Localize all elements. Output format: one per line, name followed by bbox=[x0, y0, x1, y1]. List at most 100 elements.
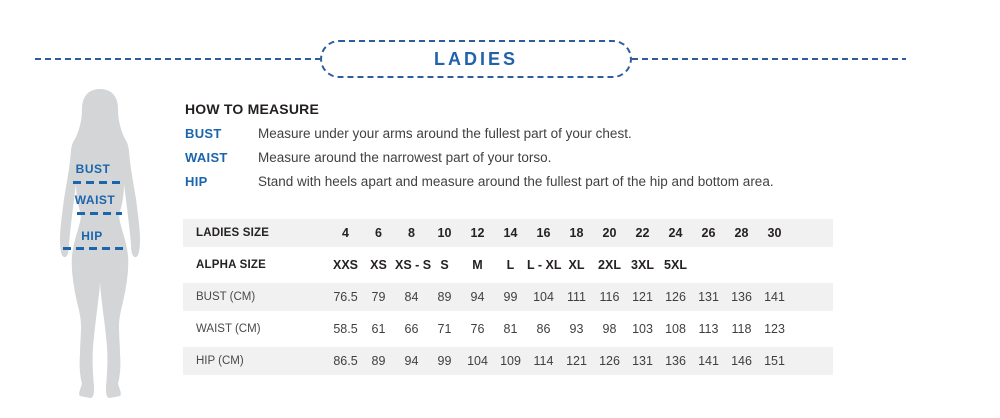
size-cell: 10 bbox=[437, 226, 452, 240]
size-cell: 76.5 bbox=[333, 290, 358, 304]
size-cell: 121 bbox=[632, 290, 653, 304]
measure-bust-text: Measure under your arms around the fulle… bbox=[258, 126, 632, 141]
size-cell: 58.5 bbox=[333, 322, 358, 336]
size-cell: 131 bbox=[632, 354, 653, 368]
size-cell: 141 bbox=[698, 354, 719, 368]
size-cell: 99 bbox=[503, 290, 518, 304]
size-cell: 6 bbox=[375, 226, 382, 240]
size-cell: 86 bbox=[536, 322, 551, 336]
figure-waist-line bbox=[77, 212, 122, 215]
size-cell: 12 bbox=[470, 226, 485, 240]
size-cell: 151 bbox=[764, 354, 785, 368]
size-cell: 116 bbox=[599, 290, 620, 304]
measure-waist-label: WAIST bbox=[185, 150, 228, 165]
size-cell: 26 bbox=[701, 226, 716, 240]
size-cell: 136 bbox=[731, 290, 752, 304]
size-cell: 4 bbox=[342, 226, 349, 240]
size-cell: 28 bbox=[734, 226, 749, 240]
header-dash-right bbox=[632, 58, 906, 60]
size-cell: XS bbox=[370, 258, 387, 272]
row-label-bust-cm: BUST (CM) bbox=[196, 291, 256, 303]
size-cell: M bbox=[472, 258, 483, 272]
measure-row-waist: WAIST Measure around the narrowest part … bbox=[185, 150, 885, 165]
size-cell: 146 bbox=[731, 354, 752, 368]
size-cell: 118 bbox=[731, 322, 752, 336]
size-cell: 14 bbox=[503, 226, 518, 240]
size-cell: 18 bbox=[569, 226, 584, 240]
size-cell: 141 bbox=[764, 290, 785, 304]
size-cell: 71 bbox=[437, 322, 452, 336]
size-cell: 113 bbox=[698, 322, 719, 336]
size-cell: 114 bbox=[533, 354, 554, 368]
size-cell: 3XL bbox=[631, 258, 654, 272]
measure-bust-label: BUST bbox=[185, 126, 222, 141]
table-row-bust-cm: BUST (CM) 76.5 79 84 89 94 99 104 111 116 121 126 1… bbox=[183, 283, 833, 311]
size-cell: XXS bbox=[332, 258, 358, 272]
size-cell: 108 bbox=[665, 322, 686, 336]
size-cell: 79 bbox=[371, 290, 386, 304]
section-title: LADIES bbox=[433, 48, 518, 69]
measure-hip-text: Stand with heels apart and measure aroun… bbox=[258, 174, 774, 189]
measure-row-hip: HIP Stand with heels apart and measure a… bbox=[185, 174, 885, 189]
size-cell: 121 bbox=[566, 354, 587, 368]
header-dash-left bbox=[35, 58, 320, 60]
size-cell: 2XL bbox=[598, 258, 621, 272]
size-cell: 86.5 bbox=[333, 354, 358, 368]
table-row-hip-cm: HIP (CM) 86.5 89 94 99 104 109 114 121 126 131 136… bbox=[183, 347, 833, 375]
size-cell: 111 bbox=[566, 290, 586, 304]
measure-row-bust: BUST Measure under your arms around the … bbox=[185, 126, 885, 141]
size-cell: 98 bbox=[602, 322, 617, 336]
size-cell: 20 bbox=[602, 226, 617, 240]
size-cell: 24 bbox=[668, 226, 683, 240]
size-cell: L bbox=[506, 258, 515, 272]
size-cell: 126 bbox=[665, 290, 686, 304]
figure-bust-label: BUST bbox=[75, 162, 111, 176]
size-cell: XL bbox=[568, 258, 585, 272]
size-cell: 93 bbox=[569, 322, 584, 336]
size-cell: 104 bbox=[467, 354, 488, 368]
size-cell: 76 bbox=[470, 322, 485, 336]
size-cell: 94 bbox=[470, 290, 485, 304]
table-row-alpha-size: ALPHA SIZE XXS XS XS - S S M L L - XL XL 2XL 3XL 5… bbox=[183, 251, 833, 279]
size-cell: 30 bbox=[767, 226, 782, 240]
size-cell: 94 bbox=[404, 354, 419, 368]
size-cell: 103 bbox=[632, 322, 653, 336]
size-cell: 84 bbox=[404, 290, 419, 304]
table-row-waist-cm: WAIST (CM) 58.5 61 66 71 76 81 86 93 98 103 108 113… bbox=[183, 315, 833, 343]
figure-bust-line bbox=[73, 181, 120, 184]
row-label-alpha-size: ALPHA SIZE bbox=[196, 259, 266, 271]
size-cell: 16 bbox=[536, 226, 551, 240]
size-cell: 81 bbox=[503, 322, 518, 336]
measure-hip-label: HIP bbox=[185, 174, 208, 189]
size-cell: XS - S bbox=[395, 258, 432, 272]
silhouette-head bbox=[90, 91, 110, 117]
how-to-measure-section: HOW TO MEASURE BUST Measure under your a… bbox=[185, 101, 885, 198]
size-cell: 61 bbox=[371, 322, 386, 336]
female-silhouette bbox=[60, 89, 140, 398]
size-cell: 99 bbox=[437, 354, 452, 368]
row-label-ladies-size: LADIES SIZE bbox=[196, 227, 270, 239]
figure-hip-line bbox=[63, 247, 123, 250]
figure-hip-label: HIP bbox=[81, 229, 103, 243]
figure-waist-label: WAIST bbox=[74, 193, 116, 207]
female-silhouette-figure: BUST WAIST HIP bbox=[48, 88, 152, 402]
silhouette-body bbox=[60, 118, 140, 398]
size-cell: 8 bbox=[408, 226, 415, 240]
size-table: LADIES SIZE 4 6 8 10 12 14 16 18 20 22 24 26 28 30 AL… bbox=[183, 219, 833, 379]
size-cell: S bbox=[440, 258, 449, 272]
size-cell: 104 bbox=[533, 290, 554, 304]
size-cell: L - XL bbox=[527, 258, 562, 272]
size-cell: 131 bbox=[698, 290, 719, 304]
row-label-hip-cm: HIP (CM) bbox=[196, 355, 244, 367]
size-cell: 22 bbox=[635, 226, 650, 240]
size-cell: 89 bbox=[371, 354, 386, 368]
how-to-measure-title: HOW TO MEASURE bbox=[185, 101, 319, 117]
size-cell: 109 bbox=[500, 354, 521, 368]
size-cell: 123 bbox=[764, 322, 785, 336]
size-cell: 89 bbox=[437, 290, 452, 304]
size-cell: 66 bbox=[404, 322, 419, 336]
size-cell: 126 bbox=[599, 354, 620, 368]
measure-waist-text: Measure around the narrowest part of you… bbox=[258, 150, 552, 165]
size-cell: 136 bbox=[665, 354, 686, 368]
size-cell: 5XL bbox=[664, 258, 687, 272]
